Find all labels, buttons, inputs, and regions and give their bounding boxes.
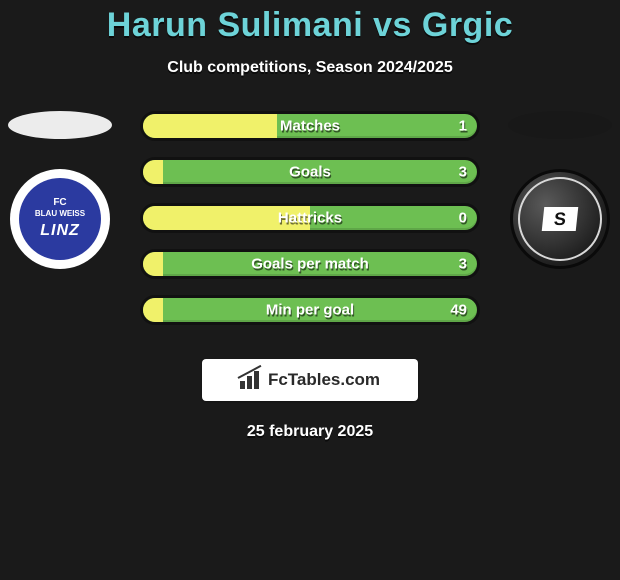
date-label: 25 february 2025 <box>0 423 620 441</box>
stat-row: Min per goal 49 <box>140 295 480 325</box>
stat-label: Goals <box>289 164 331 181</box>
club-badge-right: S <box>510 169 610 269</box>
club-badge-left-line1: FC <box>53 198 66 208</box>
stat-bar-left-segment <box>143 298 163 322</box>
stats-area: FC BLAU WEISS LINZ S Matches 1 Goals 3 Hattr… <box>0 111 620 351</box>
left-player-col: FC BLAU WEISS LINZ <box>0 111 120 351</box>
chart-icon <box>240 371 262 389</box>
stat-right-value: 3 <box>459 164 467 181</box>
subtitle: Club competitions, Season 2024/2025 <box>0 59 620 77</box>
brand-logo[interactable]: FcTables.com <box>202 359 418 401</box>
stat-bar-left-segment <box>143 114 277 138</box>
stat-label: Goals per match <box>251 256 369 273</box>
brand-name: FcTables.com <box>268 370 380 390</box>
stat-label: Matches <box>280 118 340 135</box>
stat-right-value: 3 <box>459 256 467 273</box>
page-title: Harun Sulimani vs Grgic <box>0 0 620 45</box>
stat-row: Hattricks 0 <box>140 203 480 233</box>
right-player-col: S <box>500 111 620 351</box>
stat-label: Hattricks <box>278 210 342 227</box>
club-badge-right-flag: S <box>542 207 579 231</box>
player-photo-placeholder-left <box>8 111 112 139</box>
club-badge-left-city: LINZ <box>40 222 80 240</box>
comparison-card: Harun Sulimani vs Grgic Club competition… <box>0 0 620 580</box>
stat-right-value: 1 <box>459 118 467 135</box>
stat-row: Goals 3 <box>140 157 480 187</box>
stat-right-value: 49 <box>450 302 467 319</box>
stat-label: Min per goal <box>266 302 354 319</box>
stat-bars: Matches 1 Goals 3 Hattricks 0 Goals per match 3… <box>140 111 480 341</box>
stat-bar-left-segment <box>143 252 163 276</box>
player-photo-placeholder-right <box>508 111 612 139</box>
stat-row: Goals per match 3 <box>140 249 480 279</box>
stat-row: Matches 1 <box>140 111 480 141</box>
club-badge-left: FC BLAU WEISS LINZ <box>10 169 110 269</box>
club-badge-left-line2: BLAU WEISS <box>35 210 85 218</box>
stat-right-value: 0 <box>459 210 467 227</box>
stat-bar-left-segment <box>143 160 163 184</box>
